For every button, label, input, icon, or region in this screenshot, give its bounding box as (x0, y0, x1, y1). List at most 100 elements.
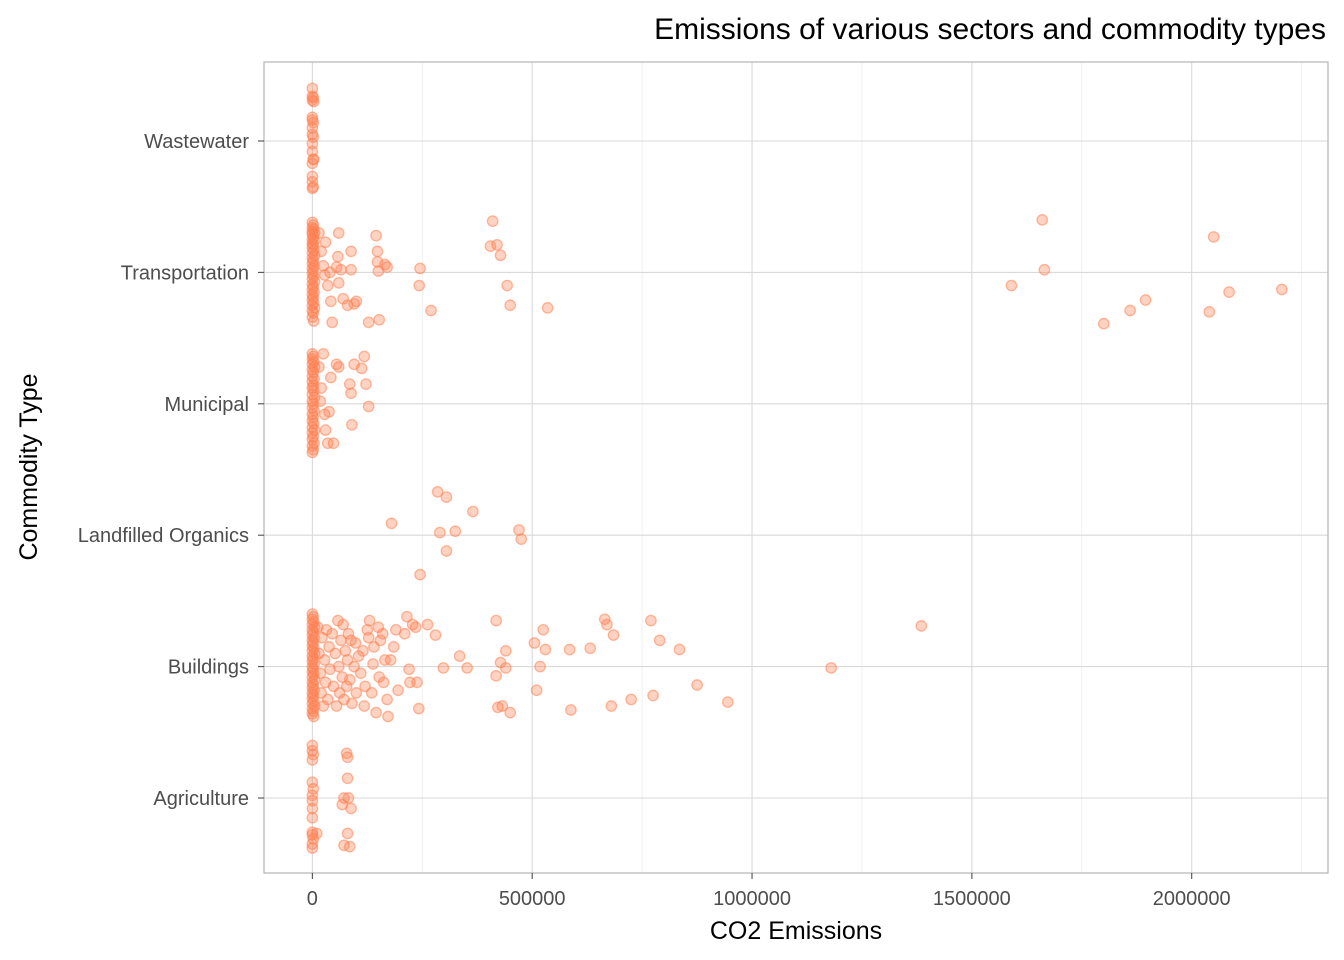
data-point (342, 627, 355, 640)
data-point (392, 684, 404, 697)
x-tick-label: 500000 (499, 888, 566, 910)
data-point (382, 710, 394, 723)
data-point (584, 642, 597, 655)
data-point (338, 792, 350, 804)
data-point (307, 710, 320, 723)
data-point (437, 662, 450, 674)
data-point (306, 182, 319, 195)
data-point (385, 517, 398, 530)
data-point (1203, 305, 1216, 318)
data-point (314, 395, 327, 408)
data-point (411, 676, 423, 689)
data-point (319, 236, 332, 249)
data-point (384, 654, 397, 666)
data-point (306, 122, 319, 134)
data-point (401, 610, 413, 623)
data-point (306, 802, 319, 815)
data-point (314, 667, 327, 680)
data-point (499, 662, 512, 674)
data-point (1207, 231, 1220, 243)
data-point (332, 227, 345, 239)
data-point (313, 361, 325, 373)
data-point (421, 618, 434, 631)
data-point (915, 620, 928, 632)
data-point (1139, 294, 1152, 306)
data-point (504, 706, 517, 719)
data-point (371, 245, 384, 258)
data-point (360, 378, 372, 390)
data-point (414, 568, 426, 581)
data-point (306, 137, 319, 150)
data-point (324, 371, 337, 384)
data-point (434, 526, 446, 539)
data-point (1005, 279, 1018, 292)
data-point (504, 299, 517, 312)
data-point (494, 249, 507, 262)
data-point (362, 631, 375, 644)
data-point (332, 250, 344, 263)
y-tick-label: Wastewater (144, 131, 249, 153)
data-point (440, 545, 453, 557)
data-point (357, 644, 369, 657)
y-tick-label: Buildings (168, 657, 249, 679)
data-point (307, 315, 320, 327)
data-point (461, 662, 473, 674)
panel-border (263, 61, 1329, 874)
data-point (343, 840, 356, 853)
data-point (563, 643, 576, 656)
y-axis: Agriculture Buildings Landfilled Organics M… (78, 131, 264, 810)
data-point (1223, 286, 1235, 298)
data-point (1038, 263, 1051, 276)
data-point (306, 794, 319, 807)
data-point (373, 313, 386, 326)
data-point (565, 704, 577, 716)
data-point (409, 621, 422, 634)
data-point (534, 660, 546, 673)
y-tick-label: Landfilled Organics (78, 525, 249, 547)
data-point (449, 525, 462, 538)
data-point (429, 629, 442, 641)
data-point (528, 637, 541, 649)
data-point (499, 644, 512, 657)
data-point (332, 277, 345, 289)
data-point (345, 245, 357, 258)
data-point (413, 279, 426, 292)
data-point (355, 362, 368, 375)
grid-lines (264, 62, 1328, 873)
data-point (306, 842, 319, 854)
data-point (398, 627, 411, 640)
data-point (466, 505, 479, 518)
data-point (345, 387, 357, 400)
data-point (414, 262, 426, 275)
data-point (341, 751, 354, 764)
data-point (332, 660, 345, 673)
data-point (327, 437, 340, 450)
y-tick-label: Transportation (121, 262, 249, 284)
data-point (306, 114, 319, 126)
x-axis-title: CO2 Emissions (710, 917, 882, 945)
data-point (349, 637, 362, 649)
x-tick-label: 2000000 (1153, 888, 1231, 910)
data-point (625, 693, 637, 706)
data-point (722, 696, 734, 708)
data-point (605, 700, 618, 712)
data-point (306, 446, 319, 459)
data-point (825, 662, 838, 674)
x-axis: 0 500000 1000000 1500000 2000000 (307, 873, 1231, 910)
data-point (329, 647, 342, 660)
data-point (346, 697, 358, 710)
chart-title: Emissions of various sectors and commodi… (654, 13, 1326, 46)
data-point (306, 838, 319, 850)
data-point (425, 304, 437, 317)
x-tick-label: 0 (307, 888, 318, 910)
data-point (491, 238, 503, 251)
data-point (310, 827, 323, 840)
data-point (321, 693, 334, 706)
data-point (381, 261, 393, 273)
data-point (324, 295, 337, 308)
data-point (653, 634, 666, 647)
data-point (342, 792, 355, 804)
data-point (317, 348, 330, 360)
data-point (370, 706, 382, 719)
